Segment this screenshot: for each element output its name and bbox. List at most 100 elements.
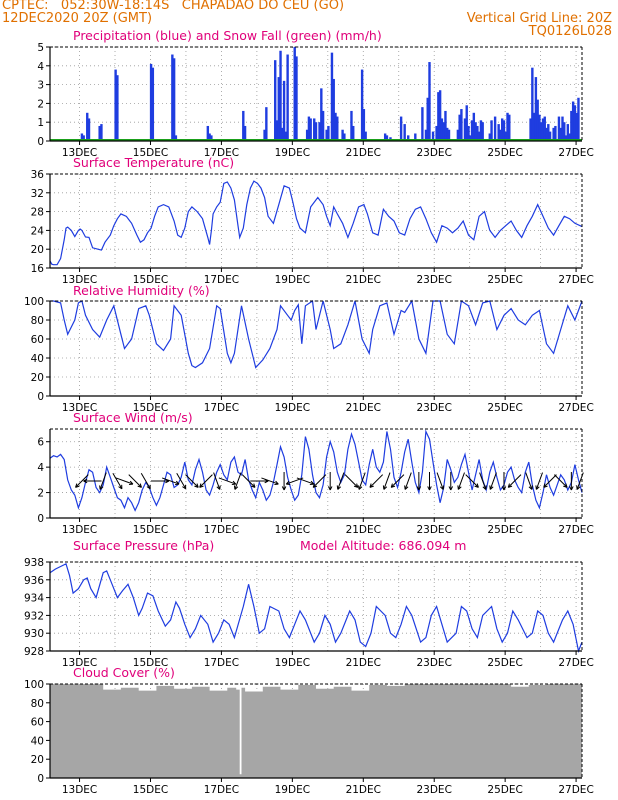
wind-arrow (75, 474, 89, 488)
precip-bar (277, 77, 280, 141)
wind-arrow-head (448, 486, 454, 491)
wind-arrow (465, 474, 479, 488)
precip-bar (502, 120, 506, 141)
wind-arrow (554, 474, 568, 488)
x-tick-label: 19DEC (275, 147, 310, 159)
precip-bar (343, 133, 346, 141)
wind-arrow (507, 474, 522, 488)
x-tick-label: 19DEC (275, 657, 310, 669)
x-tick-label: 17DEC (204, 784, 239, 796)
wind-arrow-head (309, 480, 315, 486)
wind-arrow-head (118, 484, 123, 490)
wind-arrow (241, 474, 256, 488)
x-tick-label: 25DEC (487, 147, 522, 159)
precip-bar (279, 50, 282, 142)
precip-bar (552, 127, 555, 141)
wind-arrow-head (404, 485, 409, 490)
wind-arrow-head (137, 483, 142, 488)
precip-bar (499, 129, 502, 141)
precip-bar (460, 109, 463, 141)
wind-arrow (543, 474, 557, 488)
precip-bar (364, 131, 367, 141)
precip-bar (80, 133, 84, 141)
wind-arrow-head (543, 483, 548, 488)
x-tick-label: 23DEC (416, 147, 451, 159)
precip-bar (541, 118, 545, 141)
wind-arrow (535, 472, 543, 490)
x-tick-label: 15DEC (133, 657, 168, 669)
precip-bar (116, 75, 119, 141)
precip-bar (467, 125, 470, 141)
wind-arrow-head (312, 483, 318, 488)
series-line (49, 429, 583, 512)
x-tick-label: 21DEC (346, 784, 381, 796)
grid-line-note: Vertical Grid Line: 20Z (466, 11, 612, 26)
x-tick-label: 21DEC (346, 147, 381, 159)
precip-bar (561, 116, 564, 141)
precip-bar (428, 62, 431, 141)
x-tick-label: 21DEC (346, 402, 381, 414)
precip-bar (327, 125, 330, 141)
x-tick-label: 15DEC (133, 147, 168, 159)
precip-bar (149, 63, 153, 141)
wind-arrow (218, 477, 236, 485)
wind-arrow (128, 474, 142, 488)
y-tick-label: 24 (31, 225, 45, 237)
wind-arrow-head (182, 484, 187, 490)
precip-bar (172, 58, 176, 141)
y-tick-label: 934 (24, 593, 44, 605)
x-tick-label: 17DEC (204, 524, 239, 536)
x-tick-label: 15DEC (133, 784, 168, 796)
precip-bar (274, 60, 277, 141)
precip-bar (282, 80, 286, 141)
precip-bar (470, 120, 474, 141)
wind-arrow (436, 472, 444, 490)
wind-arrow-head (369, 483, 374, 488)
precip-bar (568, 133, 571, 141)
precip-bar (465, 105, 468, 141)
x-tick-label: 19DEC (275, 524, 310, 536)
x-tick-label: 27DEC (558, 524, 593, 536)
wind-arrow-head (233, 485, 239, 490)
y-tick-label: 5 (37, 42, 44, 54)
wind-arrow-head (99, 485, 104, 490)
precip-bar (538, 114, 541, 141)
x-tick-label: 13DEC (62, 402, 97, 414)
wind-arrow-head (501, 486, 507, 491)
y-tick-label: 2 (37, 98, 44, 110)
precip-bar (573, 105, 577, 141)
precip-bar (442, 122, 445, 141)
precip-bar (497, 124, 500, 141)
x-tick-label: 23DEC (416, 657, 451, 669)
precip-bar (334, 112, 337, 141)
x-tick-label: 25DEC (487, 657, 522, 669)
y-tick-label: 60 (31, 334, 44, 346)
x-tick-label: 25DEC (487, 274, 522, 286)
y-tick-label: 100 (24, 679, 44, 691)
precip-bar (540, 122, 543, 141)
y-tick-label: 100 (24, 296, 44, 308)
y-tick-label: 932 (24, 610, 44, 622)
precip-bar (332, 78, 335, 141)
precip-bar (325, 129, 328, 141)
wind-arrow-head (535, 485, 540, 490)
precip-bar (446, 127, 449, 141)
precip-bar (469, 135, 472, 141)
precip-bar (114, 69, 117, 141)
wind-arrow-head (274, 480, 279, 486)
precip-bar (504, 131, 507, 141)
wind-arrow (213, 472, 221, 490)
y-tick-label: 928 (24, 646, 44, 658)
x-tick-label: 17DEC (204, 147, 239, 159)
precip-bar (577, 97, 580, 141)
precip-bar (210, 135, 213, 141)
wind-arrow-head (358, 485, 363, 490)
x-tick-label: 17DEC (204, 274, 239, 286)
wind-arrow (576, 472, 584, 490)
wind-arrow (185, 474, 199, 488)
y-tick-label: 0 (37, 513, 44, 525)
wind-arrow-head (336, 485, 342, 490)
precip-bar (407, 135, 410, 141)
precip-bar (318, 122, 321, 141)
wind-arrow-head (194, 483, 199, 488)
